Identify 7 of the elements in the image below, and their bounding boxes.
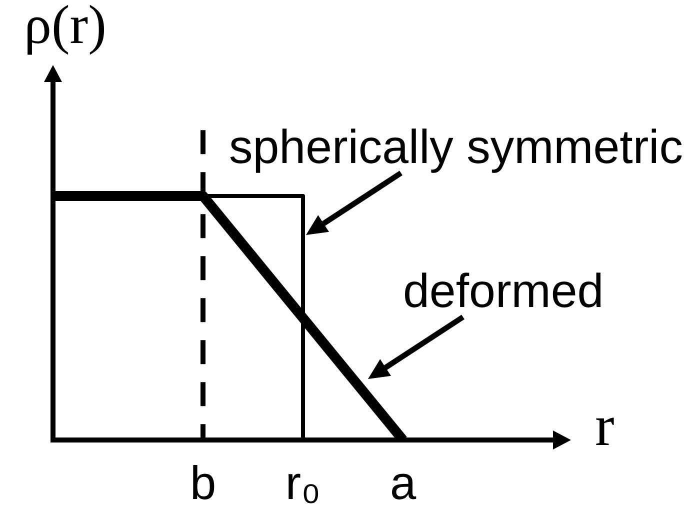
x-axis-title: r	[595, 393, 614, 458]
x-tick-label: b	[190, 456, 216, 510]
series-label: deformed	[403, 264, 604, 318]
x-tick-label: a	[390, 456, 417, 510]
x-tick-label: r₀	[285, 456, 321, 510]
series-label: spherically symmetric	[229, 121, 683, 174]
y-axis-title: ρ(r)	[24, 0, 106, 55]
